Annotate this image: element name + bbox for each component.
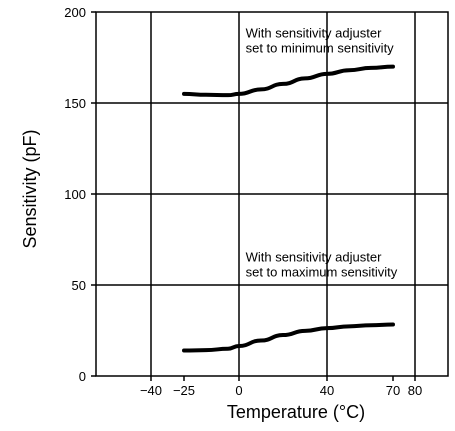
axis-ticks: 0 50 100 150 200 −40 −25 0 40 70 80: [64, 5, 422, 398]
series-line-2: [182, 322, 395, 353]
annotation-1-line-1: With sensitivity adjuster: [246, 25, 382, 40]
series-line-1: [182, 64, 395, 98]
y-axis-title: Sensitivity (pF): [20, 129, 40, 248]
y-tick-label: 50: [72, 278, 86, 293]
x-tick-label: −40: [140, 383, 162, 398]
y-tick-label: 100: [64, 187, 86, 202]
grid-lines: [96, 12, 448, 376]
annotation-2-line-2: set to maximum sensitivity: [246, 264, 398, 279]
y-tick-label: 150: [64, 96, 86, 111]
x-tick-label: 0: [235, 383, 242, 398]
x-axis-title: Temperature (°C): [227, 402, 365, 422]
x-tick-label: 40: [320, 383, 334, 398]
series-lines: [182, 64, 395, 353]
x-tick-label: −25: [173, 383, 195, 398]
annotation-1-line-2: set to minimum sensitivity: [246, 40, 395, 55]
annotation-2-line-1: With sensitivity adjuster: [246, 249, 382, 264]
x-tick-label: 70: [386, 383, 400, 398]
y-tick-label: 200: [64, 5, 86, 20]
x-tick-label: 80: [408, 383, 422, 398]
y-tick-label: 0: [79, 369, 86, 384]
